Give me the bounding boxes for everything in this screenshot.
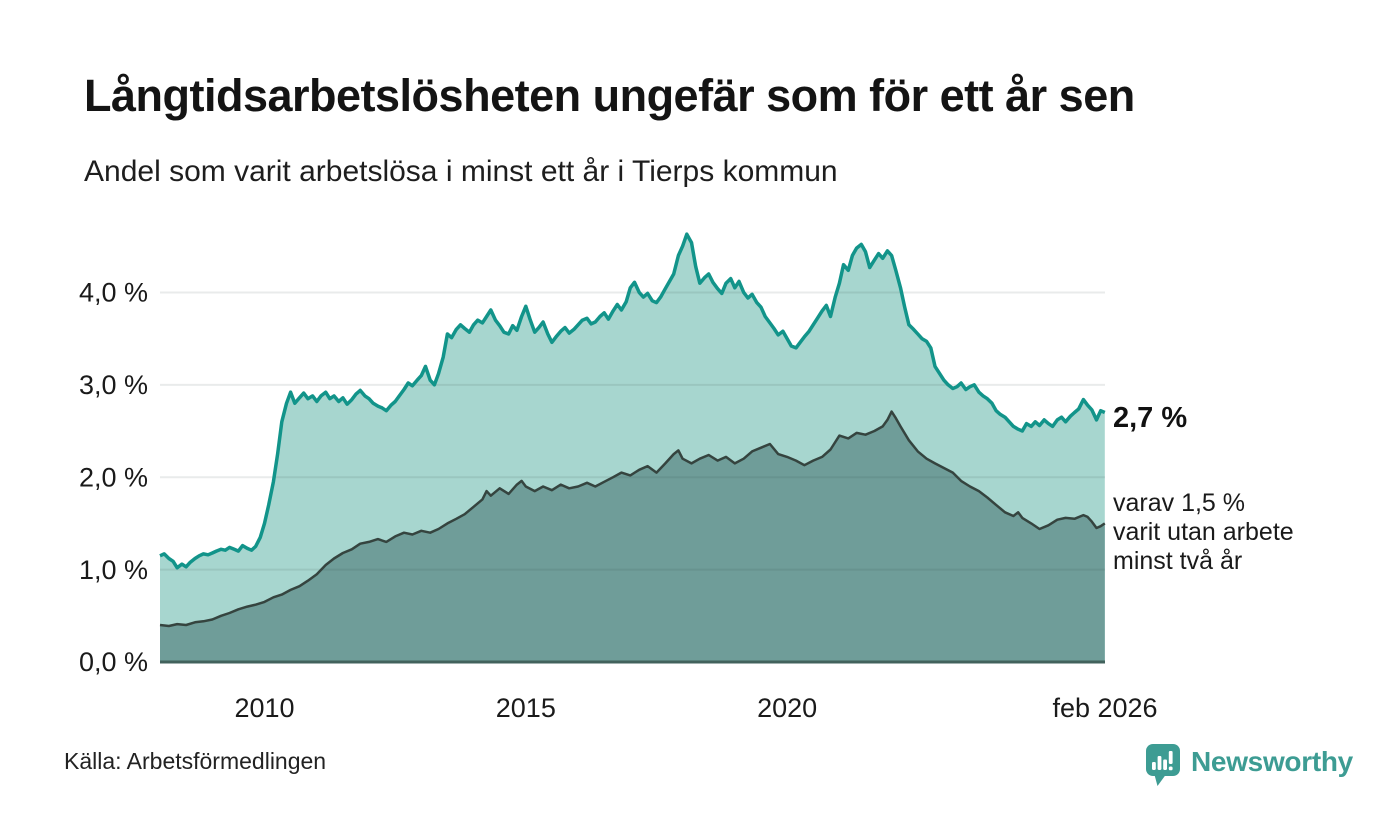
newsworthy-logo: Newsworthy	[1145, 743, 1353, 789]
x-axis-tick-label: 2010	[234, 693, 294, 723]
two-year-annotation-line1: varav 1,5 %	[1113, 489, 1246, 517]
two-year-annotation-line3: minst två år	[1113, 547, 1243, 575]
x-axis-tick-label: 2015	[496, 693, 556, 723]
y-axis-tick-label: 0,0 %	[79, 647, 148, 677]
x-axis-tick-label: feb 2026	[1052, 693, 1157, 723]
newsworthy-logo-icon	[1146, 744, 1180, 786]
latest-value-label: 2,7 %	[1113, 402, 1188, 434]
two-year-annotation-line2: varit utan arbete	[1113, 518, 1294, 546]
page-subtitle: Andel som varit arbetslösa i minst ett å…	[84, 155, 838, 188]
series-line-2yr	[159, 410, 1106, 628]
two-year-annotation: varav 1,5 % varit utan arbete minst två …	[1113, 489, 1294, 576]
page-title: Långtidsarbetslösheten ungefär som för e…	[84, 70, 1135, 121]
newsworthy-logo-text: Newsworthy	[1191, 746, 1353, 777]
y-axis-tick-label: 2,0 %	[79, 462, 148, 492]
x-axis-tick-label: 2020	[757, 693, 817, 723]
y-axis-tick-label: 1,0 %	[79, 555, 148, 585]
area-fill-2yr	[160, 411, 1105, 662]
source-label: Källa: Arbetsförmedlingen	[64, 748, 327, 774]
unemployment-area-chart: 0,0 % 1,0 % 2,0 % 3,0 % 4,0 % 2010 2015 2020 feb…	[79, 232, 1158, 723]
y-axis-tick-label: 4,0 %	[79, 278, 148, 308]
series-line-1yr	[159, 232, 1106, 570]
y-axis-tick-label: 3,0 %	[79, 370, 148, 400]
